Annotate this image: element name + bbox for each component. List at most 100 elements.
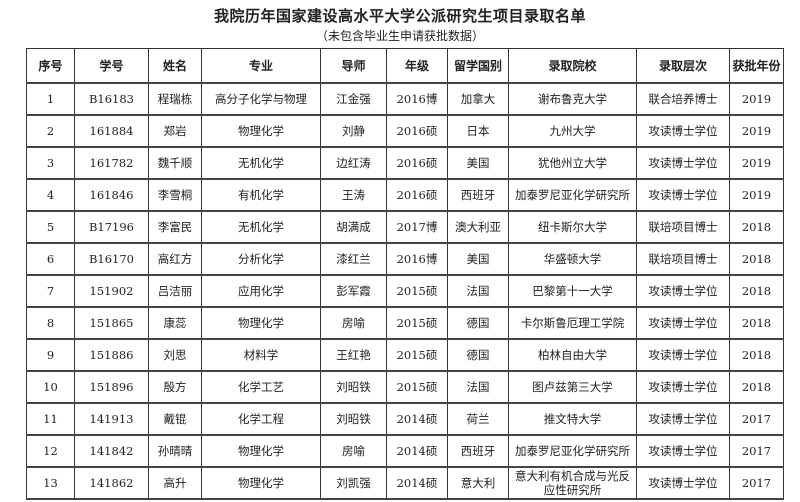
cell-name: 高红方 [148, 242, 202, 276]
cell-student-id: 151902 [74, 274, 149, 308]
cell-year: 2018 [729, 242, 784, 276]
cell-year: 2017 [729, 466, 784, 500]
cell-level: 攻读博士学位 [636, 434, 730, 468]
cell-index: 4 [26, 178, 75, 212]
table-row: 2 161884 郑岩 物理化学 刘静 2016硕 日本 九州大学 攻读博士学位 2019 [26, 114, 784, 148]
column-header-major: 专业 [201, 48, 321, 84]
cell-grade: 2016硕 [386, 146, 448, 180]
cell-country: 法国 [447, 274, 509, 308]
cell-student-id: 161884 [74, 114, 149, 148]
table-row: 10 151896 殷方 化学工艺 刘昭铁 2015硕 法国 图卢兹第三大学 攻读博士学位 201… [26, 370, 784, 404]
cell-student-id: 141842 [74, 434, 149, 468]
cell-name: 魏千顺 [148, 146, 202, 180]
cell-major: 化学工艺 [201, 370, 321, 404]
cell-index: 11 [26, 402, 75, 436]
cell-student-id: 151865 [74, 306, 149, 340]
cell-country: 法国 [447, 370, 509, 404]
cell-grade: 2015硕 [386, 274, 448, 308]
cell-major: 无机化学 [201, 146, 321, 180]
cell-student-id: 161782 [74, 146, 149, 180]
cell-level: 攻读博士学位 [636, 466, 730, 500]
table-row: 3 161782 魏千顺 无机化学 边红涛 2016硕 美国 犹他州立大学 攻读博士学位 2019 [26, 146, 784, 180]
cell-university: 巴黎第十一大学 [508, 274, 637, 308]
cell-level: 联培项目博士 [636, 242, 730, 276]
cell-university: 推文特大学 [508, 402, 637, 436]
cell-university: 谢布鲁克大学 [508, 82, 637, 116]
cell-student-id: B16183 [74, 82, 149, 116]
cell-level: 攻读博士学位 [636, 370, 730, 404]
cell-year: 2017 [729, 402, 784, 436]
cell-year: 2019 [729, 82, 784, 116]
table-row: 12 141842 孙晴晴 物理化学 房喻 2014硕 西班牙 加泰罗尼亚化学研究所 攻读博士学… [26, 434, 784, 468]
cell-major: 物理化学 [201, 466, 321, 500]
cell-grade: 2016硕 [386, 114, 448, 148]
table-row: 6 B16170 高红方 分析化学 漆红兰 2016博 美国 华盛顿大学 联培项目博士 2018 [26, 242, 784, 276]
cell-year: 2018 [729, 210, 784, 244]
cell-index: 1 [26, 82, 75, 116]
cell-name: 戴锟 [148, 402, 202, 436]
cell-name: 殷方 [148, 370, 202, 404]
cell-country: 加拿大 [447, 82, 509, 116]
cell-name: 康蕊 [148, 306, 202, 340]
column-header-university: 录取院校 [508, 48, 637, 84]
cell-major: 有机化学 [201, 178, 321, 212]
cell-student-id: 151886 [74, 338, 149, 372]
cell-student-id: 161846 [74, 178, 149, 212]
cell-name: 刘思 [148, 338, 202, 372]
cell-country: 西班牙 [447, 178, 509, 212]
table-row: 4 161846 李雪桐 有机化学 王涛 2016硕 西班牙 加泰罗尼亚化学研究所 攻读博士学位… [26, 178, 784, 212]
cell-major: 物理化学 [201, 114, 321, 148]
cell-name: 程瑞栋 [148, 82, 202, 116]
cell-country: 美国 [447, 146, 509, 180]
cell-name: 高升 [148, 466, 202, 500]
cell-grade: 2015硕 [386, 338, 448, 372]
cell-grade: 2015硕 [386, 370, 448, 404]
cell-level: 攻读博士学位 [636, 146, 730, 180]
cell-advisor: 边红涛 [320, 146, 387, 180]
cell-level: 攻读博士学位 [636, 274, 730, 308]
column-header-grade: 年级 [386, 48, 448, 84]
cell-major: 物理化学 [201, 306, 321, 340]
cell-university: 九州大学 [508, 114, 637, 148]
page-title: 我院历年国家建设高水平大学公派研究生项目录取名单 [213, 7, 586, 25]
cell-student-id: B16170 [74, 242, 149, 276]
cell-grade: 2014硕 [386, 466, 448, 500]
cell-index: 12 [26, 434, 75, 468]
cell-major: 化学工程 [201, 402, 321, 436]
cell-year: 2018 [729, 370, 784, 404]
cell-university: 加泰罗尼亚化学研究所 [508, 434, 637, 468]
cell-grade: 2016博 [386, 242, 448, 276]
cell-grade: 2016硕 [386, 178, 448, 212]
column-header-level: 录取层次 [636, 48, 730, 84]
cell-year: 2018 [729, 306, 784, 340]
cell-grade: 2016博 [386, 82, 448, 116]
cell-index: 2 [26, 114, 75, 148]
cell-advisor: 房喻 [320, 306, 387, 340]
cell-name: 郑岩 [148, 114, 202, 148]
cell-grade: 2017博 [386, 210, 448, 244]
cell-country: 澳大利亚 [447, 210, 509, 244]
cell-year: 2019 [729, 146, 784, 180]
cell-advisor: 漆红兰 [320, 242, 387, 276]
cell-grade: 2014硕 [386, 434, 448, 468]
cell-level: 攻读博士学位 [636, 306, 730, 340]
cell-index: 8 [26, 306, 75, 340]
cell-advisor: 房喻 [320, 434, 387, 468]
column-header-advisor: 导师 [320, 48, 387, 84]
cell-major: 分析化学 [201, 242, 321, 276]
cell-name: 李雪桐 [148, 178, 202, 212]
cell-index: 5 [26, 210, 75, 244]
cell-university: 犹他州立大学 [508, 146, 637, 180]
cell-major: 材料学 [201, 338, 321, 372]
cell-year: 2018 [729, 274, 784, 308]
cell-advisor: 刘静 [320, 114, 387, 148]
cell-name: 孙晴晴 [148, 434, 202, 468]
cell-university: 柏林自由大学 [508, 338, 637, 372]
cell-year: 2018 [729, 338, 784, 372]
cell-country: 美国 [447, 242, 509, 276]
cell-grade: 2015硕 [386, 306, 448, 340]
column-header-student-id: 学号 [74, 48, 149, 84]
cell-country: 德国 [447, 306, 509, 340]
cell-index: 9 [26, 338, 75, 372]
cell-advisor: 胡满成 [320, 210, 387, 244]
